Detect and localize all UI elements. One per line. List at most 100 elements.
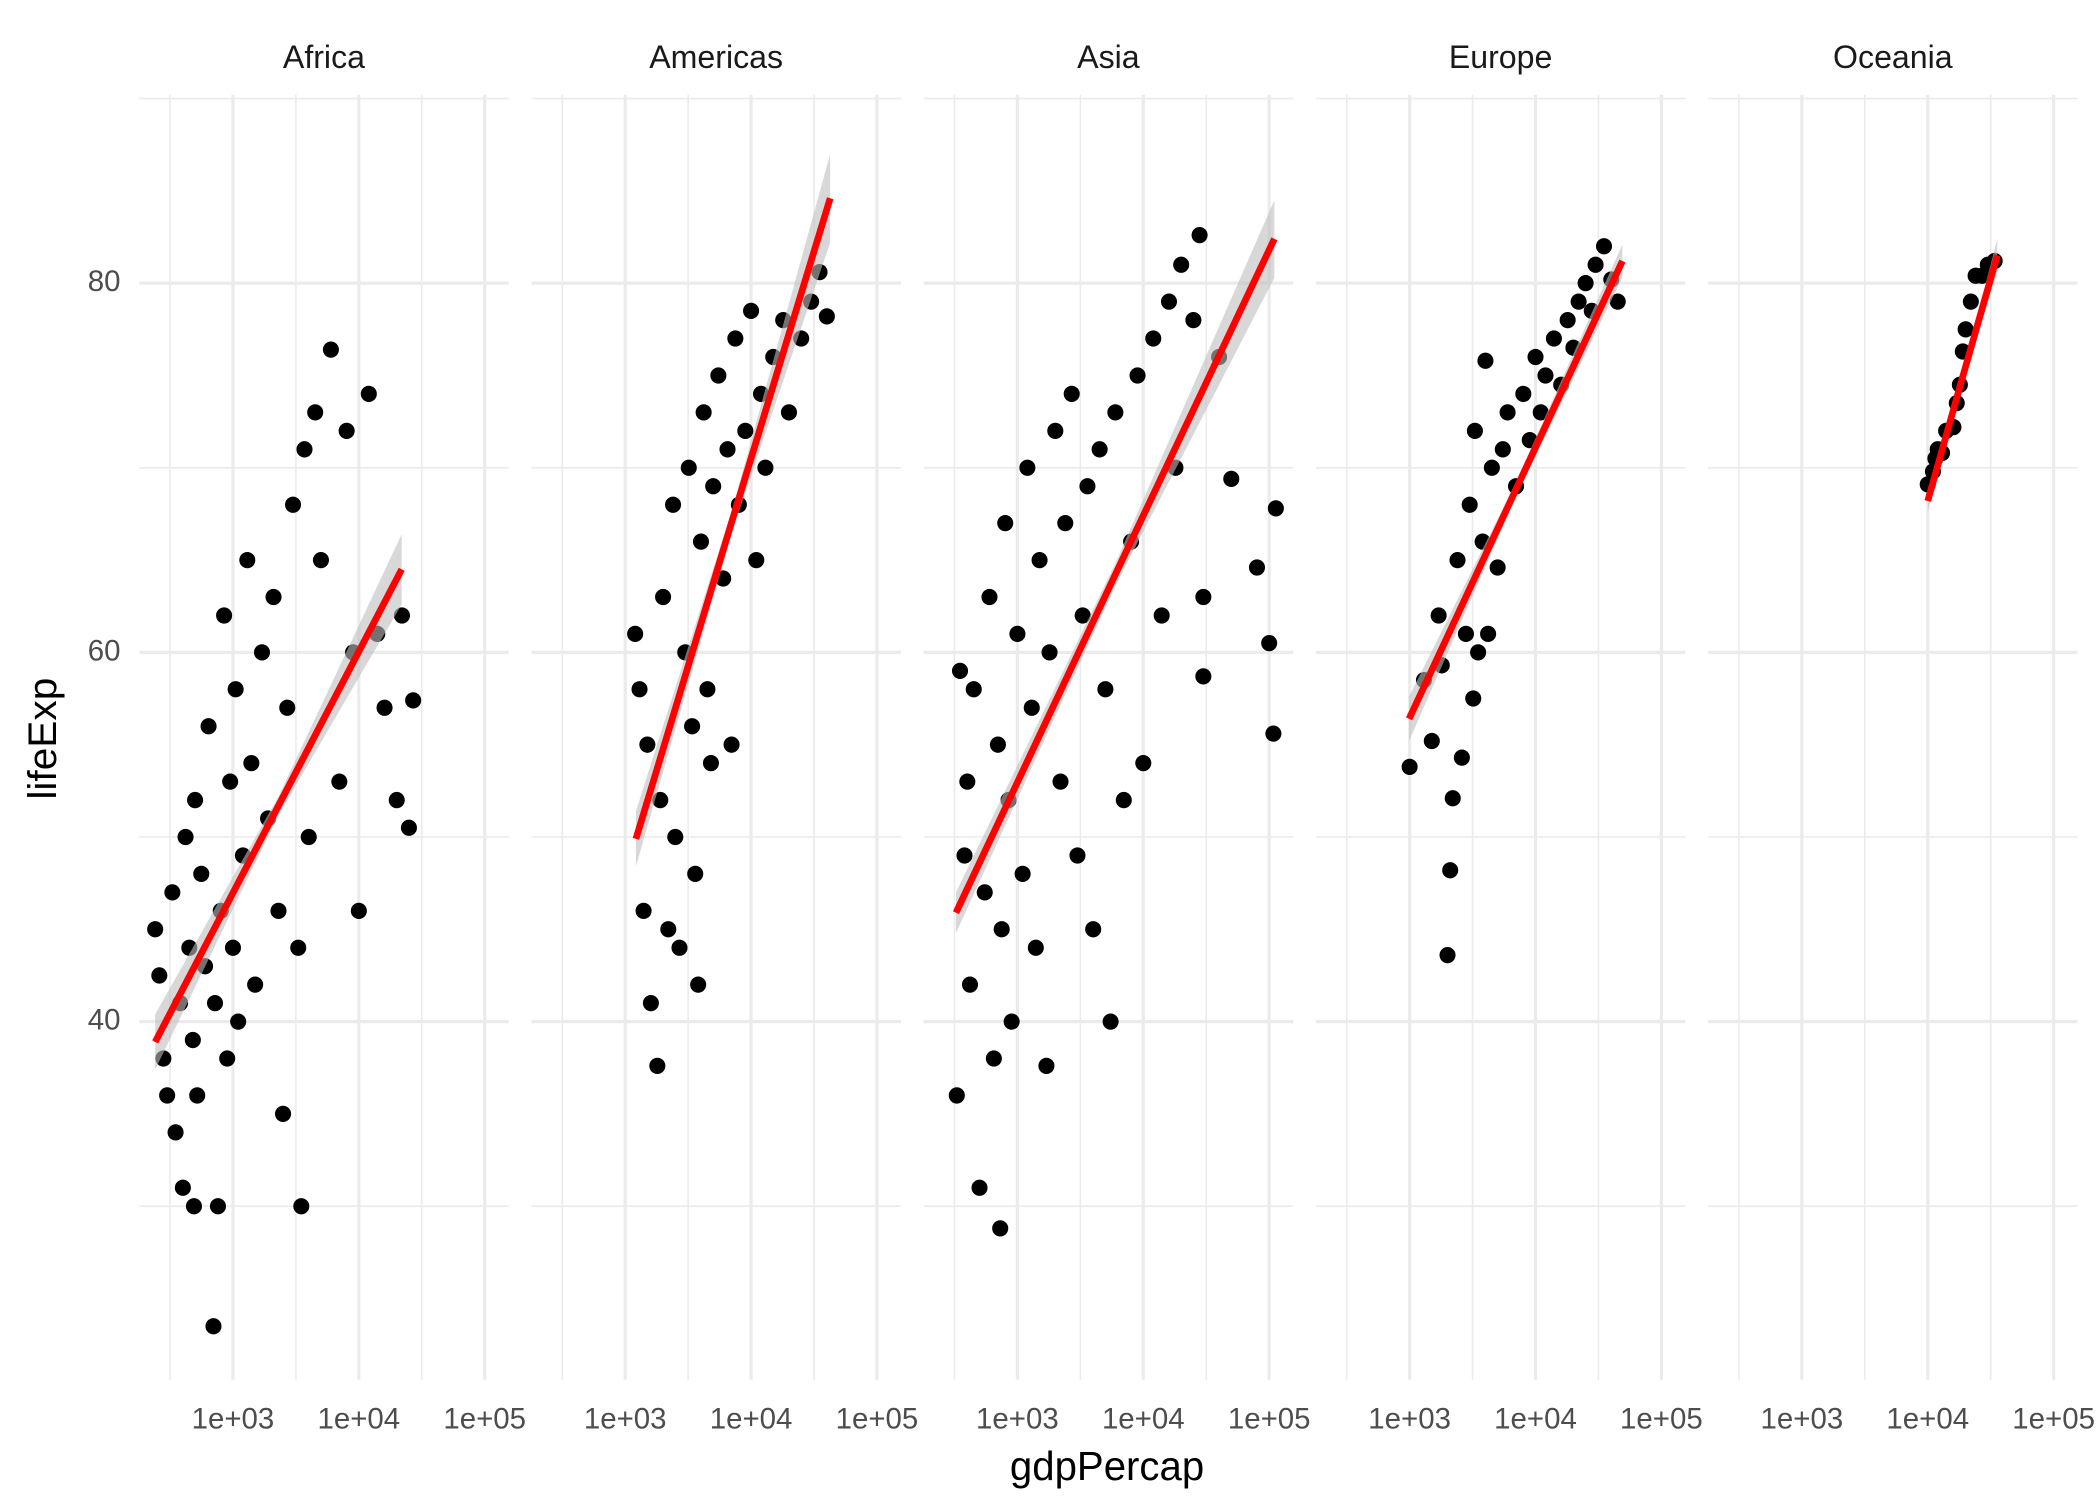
- x-tick-label: 1e+05: [1228, 1402, 1311, 1435]
- facet-title: Americas: [649, 39, 783, 75]
- data-point: [193, 865, 210, 883]
- x-tick-label: 1e+03: [584, 1402, 667, 1435]
- data-point: [206, 995, 224, 1012]
- data-point: [743, 302, 760, 319]
- data-point: [1261, 635, 1278, 652]
- data-point: [737, 422, 754, 439]
- data-point: [1439, 947, 1456, 964]
- data-point: [627, 625, 644, 643]
- data-point: [1031, 551, 1048, 569]
- y-tick-label: 80: [88, 265, 121, 298]
- facet-panel: Asia 1e+03 1e+04 1e+05: [923, 39, 1311, 1435]
- data-point: [985, 1050, 1002, 1067]
- data-point: [331, 773, 348, 790]
- data-point: [710, 367, 727, 384]
- data-point: [205, 1318, 222, 1335]
- data-point: [1074, 607, 1091, 624]
- x-tick-label: 1e+04: [710, 1402, 793, 1435]
- data-point: [1532, 404, 1549, 421]
- data-point: [748, 551, 765, 569]
- data-point: [1160, 293, 1178, 310]
- x-axis-title: gdpPercap: [1010, 1443, 1204, 1489]
- data-point: [300, 828, 317, 846]
- data-point: [222, 773, 239, 790]
- fit-line: [1406, 259, 1626, 721]
- data-point: [1091, 441, 1108, 458]
- data-point: [652, 791, 669, 809]
- facet-panel: Oceania 1e+03 1e+04 1e+05: [1708, 39, 2095, 1435]
- data-point: [1185, 311, 1202, 329]
- data-point: [400, 819, 417, 836]
- data-point: [1957, 321, 1974, 338]
- data-point: [1102, 1013, 1119, 1030]
- data-point: [976, 884, 993, 901]
- data-point: [671, 939, 688, 956]
- data-point: [1265, 725, 1282, 742]
- data-point: [1559, 311, 1576, 329]
- data-point: [635, 902, 652, 919]
- data-point: [1173, 256, 1190, 273]
- data-point: [307, 404, 324, 421]
- data-point: [1129, 367, 1146, 384]
- fit-line: [952, 237, 1278, 915]
- data-point: [1477, 352, 1494, 369]
- data-point: [1047, 422, 1064, 439]
- data-point: [631, 681, 648, 698]
- y-tick-label: 60: [88, 634, 121, 667]
- data-point: [293, 1198, 310, 1215]
- data-point: [1595, 238, 1613, 255]
- x-tick-label: 1e+04: [1102, 1402, 1185, 1435]
- data-point: [1191, 227, 1208, 244]
- data-point: [247, 976, 264, 993]
- data-point: [189, 1087, 206, 1104]
- data-point: [1466, 422, 1483, 439]
- data-point: [667, 828, 684, 846]
- data-point: [1423, 732, 1440, 750]
- data-point: [1038, 1057, 1055, 1075]
- data-point: [993, 921, 1010, 938]
- data-point: [642, 995, 659, 1012]
- fit-line: [632, 197, 834, 840]
- data-point: [1453, 749, 1470, 766]
- y-axis-title: lifeExp: [19, 678, 65, 800]
- data-point: [164, 884, 181, 901]
- x-tick-label: 1e+04: [1494, 1402, 1577, 1435]
- data-point: [971, 1179, 988, 1196]
- data-point: [388, 791, 405, 809]
- data-point: [1195, 588, 1212, 606]
- data-point: [1135, 755, 1152, 772]
- facet-title: Europe: [1449, 39, 1553, 75]
- data-point: [284, 496, 302, 513]
- data-point: [1153, 607, 1170, 624]
- facet-panel: Africa 1e+03 1e+04 1e+05 40 60 80: [88, 39, 526, 1435]
- x-tick-label: 1e+05: [1620, 1402, 1703, 1435]
- data-point: [649, 1057, 666, 1075]
- facet-title: Africa: [283, 39, 365, 75]
- data-point: [239, 551, 256, 569]
- data-point: [1470, 644, 1487, 661]
- data-point: [1609, 293, 1626, 310]
- data-point: [216, 607, 233, 624]
- data-point: [184, 1031, 201, 1049]
- data-point: [360, 385, 377, 403]
- data-point: [757, 459, 774, 476]
- data-point: [224, 939, 241, 956]
- data-point: [1014, 865, 1031, 883]
- data-point: [1267, 500, 1284, 517]
- facet-title: Oceania: [1833, 39, 1953, 75]
- data-point: [1041, 644, 1058, 661]
- data-point: [818, 308, 835, 325]
- data-point: [1570, 293, 1587, 310]
- data-point: [253, 644, 271, 661]
- facet-title: Asia: [1077, 39, 1139, 75]
- data-point: [1442, 862, 1459, 879]
- data-point: [965, 681, 982, 698]
- data-point: [959, 773, 976, 790]
- data-point: [1115, 791, 1132, 809]
- facet-panel: Europe 1e+03 1e+04 1e+05: [1315, 39, 1703, 1435]
- x-tick-label: 1e+05: [2012, 1402, 2095, 1435]
- data-point: [1057, 515, 1074, 532]
- data-point: [219, 1050, 236, 1067]
- data-point: [687, 865, 704, 883]
- data-point: [780, 404, 797, 421]
